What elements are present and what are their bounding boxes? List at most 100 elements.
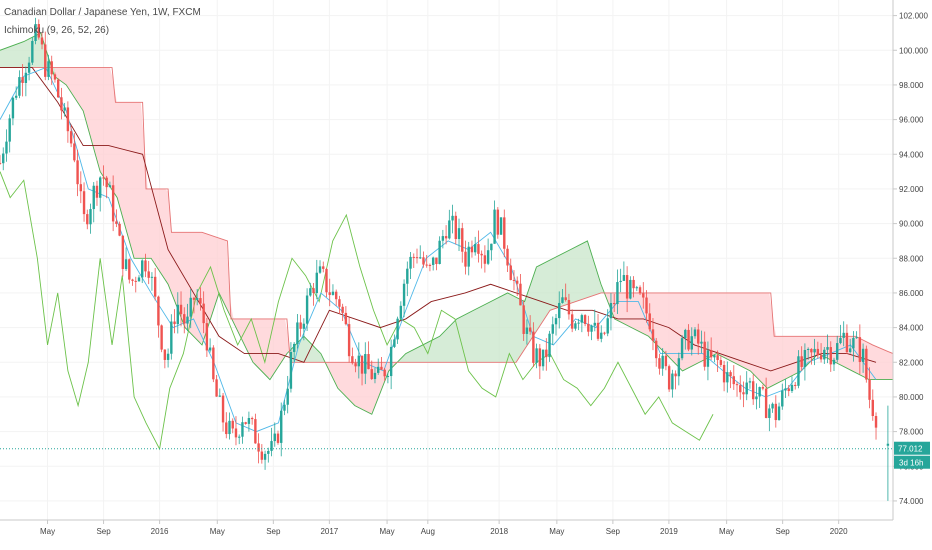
candle-body bbox=[386, 376, 390, 378]
candle-body bbox=[768, 408, 771, 418]
candle-body bbox=[202, 303, 205, 324]
candle-body bbox=[852, 337, 855, 349]
candle-body bbox=[551, 324, 554, 334]
x-tick-label: May bbox=[40, 527, 55, 536]
candle-body bbox=[260, 451, 264, 460]
candle-body bbox=[671, 373, 674, 390]
candle-body bbox=[205, 323, 209, 351]
x-tick-label: Aug bbox=[421, 527, 435, 536]
candle-body bbox=[11, 97, 15, 119]
candle-body bbox=[105, 177, 108, 188]
candle-body bbox=[794, 384, 797, 386]
candle-body bbox=[186, 316, 189, 324]
candle-body bbox=[629, 279, 632, 299]
candle-body bbox=[842, 332, 845, 338]
candle-body bbox=[858, 337, 862, 362]
candle-body bbox=[716, 355, 719, 361]
candle-body bbox=[558, 302, 561, 319]
candle-body bbox=[63, 107, 66, 111]
candle-body bbox=[755, 396, 758, 400]
candle-body bbox=[590, 325, 593, 332]
candle-body bbox=[655, 340, 658, 359]
candle-body bbox=[66, 107, 70, 132]
candle-body bbox=[221, 395, 225, 423]
candle-body bbox=[554, 318, 558, 325]
candle-body bbox=[69, 131, 73, 144]
candle-body bbox=[115, 221, 118, 224]
cloud-bearish bbox=[604, 292, 893, 388]
candle-body bbox=[276, 433, 280, 443]
candle-body bbox=[622, 275, 626, 281]
candle-body bbox=[331, 291, 335, 295]
candle-body bbox=[409, 256, 412, 269]
legend-symbol: Canadian Dollar / Japanese Yen, 1W, FXCM bbox=[4, 7, 201, 18]
legend-indicator[interactable]: Ichimoku (9, 26, 52, 26) bbox=[4, 25, 110, 36]
candle-body bbox=[228, 420, 231, 435]
candle-body bbox=[532, 331, 535, 363]
candle-body bbox=[764, 388, 768, 418]
candle-body bbox=[351, 356, 354, 364]
x-tick-label: Sep bbox=[606, 527, 621, 536]
candle-body bbox=[380, 366, 383, 370]
x-tick-label: 2017 bbox=[320, 527, 338, 536]
candle-body bbox=[322, 266, 325, 269]
candle-body bbox=[441, 236, 445, 241]
candle-body bbox=[373, 372, 377, 380]
candle-body bbox=[771, 403, 774, 409]
candle-body bbox=[697, 329, 700, 344]
x-tick-label: Sep bbox=[266, 527, 281, 536]
candle-body bbox=[396, 318, 399, 340]
candle-body bbox=[367, 354, 370, 370]
candle-body bbox=[234, 428, 238, 438]
candle-body bbox=[8, 118, 11, 142]
candle-body bbox=[512, 279, 516, 281]
candle-body bbox=[250, 418, 254, 420]
y-tick-label: 86.000 bbox=[899, 289, 924, 298]
candle-body bbox=[153, 276, 157, 297]
y-tick-label: 94.000 bbox=[899, 150, 924, 159]
candle-body bbox=[18, 77, 21, 96]
x-tick-label: May bbox=[380, 527, 395, 536]
candle-body bbox=[561, 297, 564, 303]
candle-body bbox=[76, 160, 79, 185]
candle-body bbox=[567, 300, 571, 315]
candle-body bbox=[218, 395, 222, 397]
candle-body bbox=[658, 358, 661, 369]
candle-body bbox=[425, 264, 428, 266]
candle-body bbox=[687, 329, 690, 350]
y-tick-label: 74.000 bbox=[899, 497, 924, 506]
candle-body bbox=[448, 220, 451, 239]
candle-body bbox=[758, 387, 761, 397]
candle-body bbox=[823, 349, 826, 360]
candle-body bbox=[806, 348, 810, 351]
y-tick-label: 80.000 bbox=[899, 393, 924, 402]
candle-body bbox=[428, 264, 432, 266]
candle-body bbox=[160, 325, 163, 350]
candle-body bbox=[781, 390, 784, 407]
candle-body bbox=[836, 343, 839, 360]
candle-body bbox=[24, 72, 28, 83]
candle-body bbox=[179, 304, 183, 315]
candle-body bbox=[389, 346, 393, 377]
candle-body bbox=[270, 441, 273, 451]
candle-body bbox=[813, 348, 816, 353]
candle-body bbox=[37, 24, 40, 38]
candle-body bbox=[134, 280, 137, 282]
candle-body bbox=[267, 450, 270, 454]
x-tick-label: 2020 bbox=[830, 527, 848, 536]
candle-body bbox=[364, 354, 367, 374]
candle-body bbox=[189, 297, 192, 317]
candle-body bbox=[609, 303, 613, 319]
candle-body bbox=[21, 77, 24, 83]
candle-body bbox=[128, 259, 131, 280]
candle-body bbox=[454, 215, 457, 240]
senkou-span-a bbox=[0, 32, 893, 415]
candle-body bbox=[176, 304, 179, 325]
candle-body bbox=[600, 332, 603, 339]
candle-body bbox=[305, 295, 309, 324]
candle-body bbox=[642, 293, 645, 298]
candle-body bbox=[706, 350, 710, 367]
candle-body bbox=[680, 338, 684, 359]
candle-body bbox=[874, 416, 878, 428]
